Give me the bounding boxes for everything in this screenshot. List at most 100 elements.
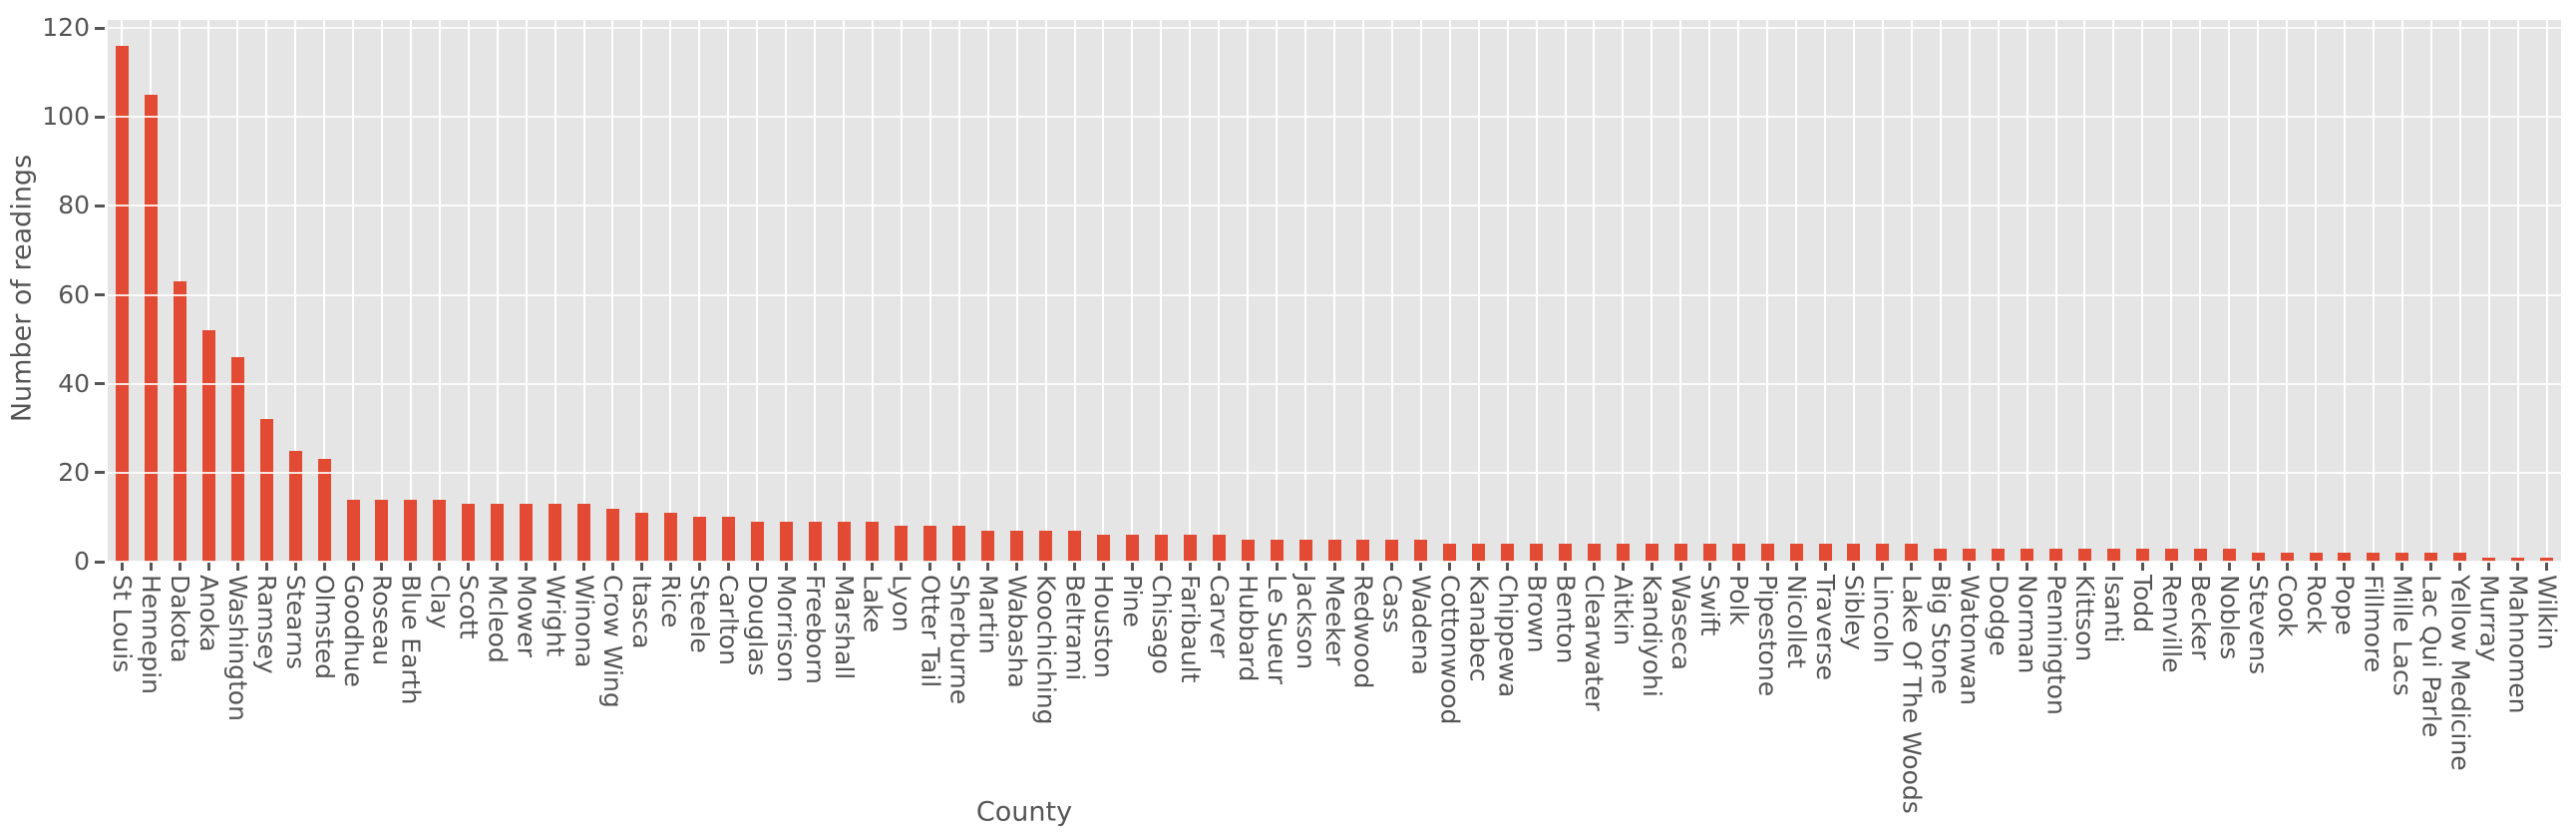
vertical-gridline bbox=[640, 20, 643, 562]
bar-morrison bbox=[779, 521, 793, 562]
x-tick-label: Chippewa bbox=[1493, 575, 1523, 698]
vertical-gridline bbox=[1015, 20, 1018, 562]
x-tick-mark bbox=[871, 563, 875, 571]
bar-kittson bbox=[2077, 548, 2091, 562]
vertical-gridline bbox=[1535, 20, 1538, 562]
vertical-gridline bbox=[265, 20, 268, 562]
vertical-gridline bbox=[698, 20, 701, 562]
x-tick-label: Beltrami bbox=[1060, 575, 1090, 681]
x-tick-label: Kandiyohi bbox=[1638, 575, 1667, 697]
vertical-gridline bbox=[438, 20, 441, 562]
x-tick-mark bbox=[1997, 563, 2001, 571]
vertical-gridline bbox=[1968, 20, 1971, 562]
x-tick-mark bbox=[206, 563, 210, 571]
vertical-gridline bbox=[352, 20, 354, 562]
x-tick-mark bbox=[2025, 563, 2029, 571]
bar-benton bbox=[1559, 544, 1573, 562]
bar-carver bbox=[1212, 535, 1226, 562]
bar-nobles bbox=[2222, 548, 2236, 562]
x-tick-label: Big Stone bbox=[1926, 575, 1956, 695]
bar-pine bbox=[1125, 535, 1139, 562]
x-tick-label: Kanabec bbox=[1464, 575, 1494, 682]
x-tick-label: Mille Lacs bbox=[2388, 575, 2417, 696]
x-tick-label: Wadena bbox=[1406, 575, 1436, 675]
x-tick-mark bbox=[1130, 563, 1134, 571]
x-tick-mark bbox=[1564, 563, 1568, 571]
y-tick-mark bbox=[95, 115, 105, 119]
vertical-gridline bbox=[814, 20, 817, 562]
x-tick-mark bbox=[1678, 563, 1682, 571]
x-tick-mark bbox=[2343, 563, 2347, 571]
vertical-gridline bbox=[1737, 20, 1740, 562]
y-tick-label: 100 bbox=[42, 102, 90, 132]
x-tick-label: Redwood bbox=[1348, 575, 1378, 689]
x-tick-label: Renville bbox=[2157, 575, 2187, 673]
x-tick-mark bbox=[697, 563, 701, 571]
x-tick-mark bbox=[322, 563, 326, 571]
vertical-gridline bbox=[1448, 20, 1451, 562]
vertical-gridline bbox=[1131, 20, 1134, 562]
vertical-gridline bbox=[1044, 20, 1047, 562]
x-tick-label: Carlton bbox=[713, 575, 743, 665]
x-tick-label: Wright bbox=[541, 575, 570, 657]
bar-kanabec bbox=[1472, 544, 1486, 562]
bar-meeker bbox=[1327, 539, 1341, 562]
x-tick-label: Otter Tail bbox=[916, 575, 945, 688]
x-tick-label: Traverse bbox=[1810, 575, 1840, 681]
x-tick-mark bbox=[1073, 563, 1077, 571]
x-tick-mark bbox=[1188, 563, 1192, 571]
x-tick-label: Koochiching bbox=[1031, 575, 1061, 725]
vertical-gridline bbox=[2257, 20, 2260, 562]
bar-polk bbox=[1731, 544, 1745, 562]
y-tick-label: 60 bbox=[58, 279, 90, 309]
x-tick-mark bbox=[1823, 563, 1827, 571]
x-tick-label: Dodge bbox=[1984, 575, 2014, 656]
x-tick-mark bbox=[1332, 563, 1336, 571]
vertical-gridline bbox=[1679, 20, 1682, 562]
bar-lake-of-the-woods bbox=[1905, 544, 1919, 562]
x-tick-mark bbox=[438, 563, 442, 571]
x-tick-mark bbox=[1101, 563, 1105, 571]
vertical-gridline bbox=[2372, 20, 2375, 562]
bar-anoka bbox=[201, 330, 215, 562]
bar-carlton bbox=[721, 517, 735, 562]
bar-wadena bbox=[1414, 539, 1428, 562]
bar-faribault bbox=[1183, 535, 1197, 562]
bar-jackson bbox=[1298, 539, 1312, 562]
vertical-gridline bbox=[294, 20, 297, 562]
vertical-gridline bbox=[1622, 20, 1625, 562]
x-tick-label: Faribault bbox=[1176, 575, 1206, 683]
bar-sibley bbox=[1847, 544, 1861, 562]
vertical-gridline bbox=[553, 20, 556, 562]
x-tick-mark bbox=[2487, 563, 2491, 571]
x-tick-mark bbox=[639, 563, 643, 571]
bar-fillmore bbox=[2367, 553, 2381, 562]
vertical-gridline bbox=[2516, 20, 2519, 562]
x-tick-mark bbox=[813, 563, 817, 571]
horizontal-gridline bbox=[108, 293, 2561, 296]
bar-st-louis bbox=[115, 45, 129, 562]
bar-hubbard bbox=[1241, 539, 1255, 562]
vertical-gridline bbox=[2286, 20, 2289, 562]
x-tick-mark bbox=[525, 563, 529, 571]
y-tick-label: 120 bbox=[42, 13, 90, 43]
x-tick-mark bbox=[582, 563, 586, 571]
x-tick-label: Pine bbox=[1118, 575, 1148, 628]
x-tick-mark bbox=[2256, 563, 2260, 571]
bar-lake bbox=[866, 521, 880, 562]
x-tick-mark bbox=[1707, 563, 1711, 571]
x-tick-mark bbox=[1477, 563, 1481, 571]
x-tick-label: Wilkin bbox=[2532, 575, 2562, 650]
vertical-gridline bbox=[2025, 20, 2028, 562]
y-tick-mark bbox=[95, 204, 105, 208]
vertical-gridline bbox=[986, 20, 989, 562]
x-tick-mark bbox=[2227, 563, 2231, 571]
bar-winona bbox=[577, 504, 591, 562]
vertical-gridline bbox=[2170, 20, 2173, 562]
vertical-gridline bbox=[1477, 20, 1480, 562]
horizontal-gridline bbox=[108, 27, 2561, 30]
vertical-gridline bbox=[2141, 20, 2144, 562]
bar-koochiching bbox=[1039, 530, 1053, 562]
x-tick-mark bbox=[668, 563, 672, 571]
x-tick-mark bbox=[1015, 563, 1019, 571]
